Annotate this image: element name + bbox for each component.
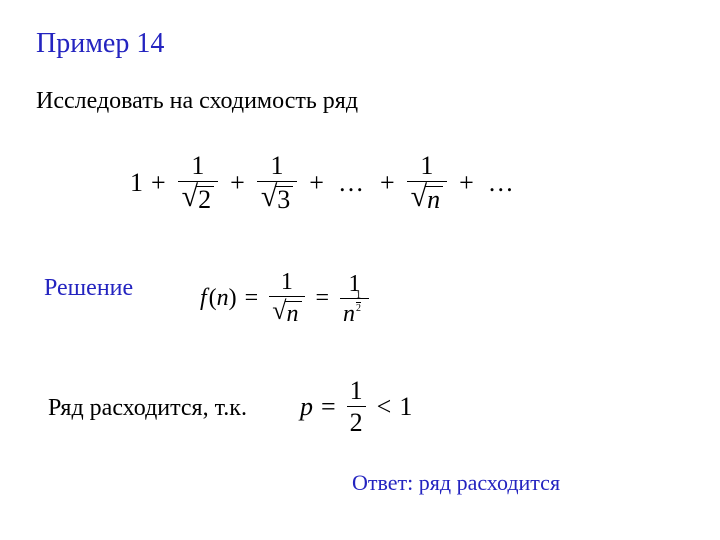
- plus-sign: +: [459, 168, 474, 198]
- denominator: √ n: [269, 296, 304, 327]
- f-letter: f: [200, 285, 207, 312]
- numerator: 1: [347, 378, 366, 406]
- radicand: 3: [275, 186, 293, 214]
- denominator: √ 2: [178, 181, 218, 214]
- numerator: 1: [187, 153, 208, 181]
- fn-equation: f ( n ) = 1 √ n = 1 n 1 2: [200, 270, 372, 327]
- plus-sign: +: [380, 168, 395, 198]
- arg-n: n: [217, 285, 229, 312]
- problem-prompt: Исследовать на сходимость ряд: [36, 88, 358, 115]
- numerator: 1: [267, 153, 288, 181]
- base-n: n: [343, 301, 355, 327]
- denominator: √ 3: [257, 181, 297, 214]
- n-power-half: n 1 2: [343, 301, 355, 327]
- solution-label: Решение: [44, 275, 133, 302]
- left-paren: (: [209, 285, 217, 312]
- one: 1: [399, 392, 412, 422]
- denominator: √ n: [407, 181, 447, 214]
- term-1: 1: [130, 168, 143, 198]
- frac-1-over-n-half: 1 n 1 2: [340, 272, 369, 326]
- equals-sign: =: [245, 285, 259, 312]
- radicand-n: n: [285, 301, 302, 327]
- diverges-text: Ряд расходится, т.к.: [48, 395, 247, 422]
- term-1-over-sqrt3: 1 √ 3: [257, 153, 297, 214]
- p-letter: p: [300, 392, 313, 422]
- exp-num: 1: [356, 291, 361, 302]
- denominator: n 1 2: [340, 298, 369, 326]
- term-1-over-sqrt2: 1 √ 2: [178, 153, 218, 214]
- frac-1-over-sqrtn: 1 √ n: [269, 270, 304, 327]
- numerator: 1: [278, 270, 296, 296]
- example-title: Пример 14: [36, 28, 164, 60]
- equals-sign: =: [316, 285, 330, 312]
- plus-sign: +: [309, 168, 324, 198]
- slide: Пример 14 Исследовать на сходимость ряд …: [0, 0, 720, 540]
- plus-sign: +: [151, 168, 166, 198]
- plus-sign: +: [230, 168, 245, 198]
- right-paren: ): [229, 285, 237, 312]
- term-1-over-sqrtn: 1 √ n: [407, 153, 447, 214]
- equals-sign: =: [321, 392, 336, 422]
- sqrt: √ n: [272, 301, 301, 327]
- denominator: 2: [347, 406, 366, 436]
- ellipsis: …: [488, 168, 516, 198]
- series-expression: 1 + 1 √ 2 + 1 √ 3 + … + 1: [130, 148, 522, 218]
- sqrt: √ 3: [261, 186, 293, 214]
- less-than-sign: <: [377, 392, 392, 422]
- radicand: 2: [196, 186, 214, 214]
- sqrt: √ 2: [182, 186, 214, 214]
- ellipsis: …: [338, 168, 366, 198]
- p-inequality: p = 1 2 < 1: [300, 378, 412, 436]
- frac-one-half: 1 2: [347, 378, 366, 436]
- radicand-n: n: [425, 186, 443, 214]
- exponent-one-half: 1 2: [356, 291, 361, 314]
- exp-den: 2: [356, 302, 361, 314]
- sqrt: √ n: [411, 186, 443, 214]
- answer-text: Ответ: ряд расходится: [352, 470, 560, 496]
- numerator: 1: [416, 153, 437, 181]
